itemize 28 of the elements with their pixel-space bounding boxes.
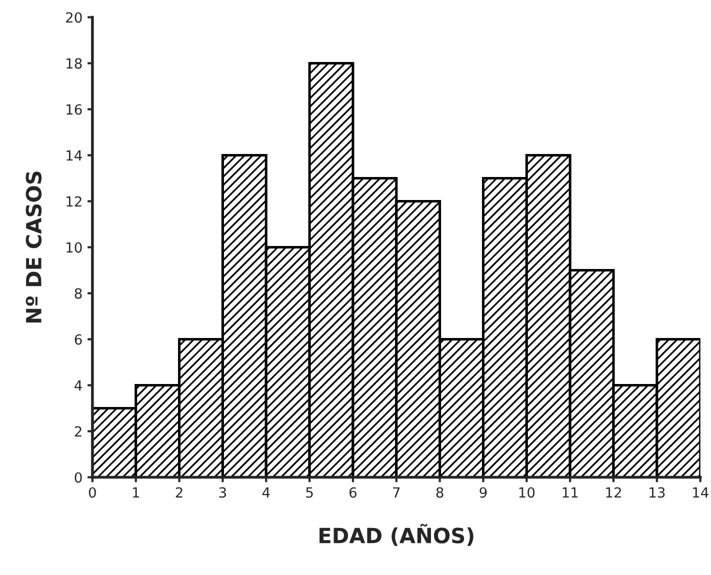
y-axis-title: Nº DE CASOS [26,172,42,323]
x-tick-label: 3 [219,487,226,498]
x-tick-label: 4 [262,487,270,498]
x-tick-label: 9 [480,487,487,498]
x-tick-label: 2 [176,487,182,498]
x-tick-label: 7 [393,487,400,498]
y-tick-label: 0 [74,472,82,483]
y-tick-label: 14 [66,150,82,161]
x-tick-label: 14 [693,487,708,498]
x-tick-label: 11 [562,487,578,498]
y-tick-label: 18 [66,58,82,69]
y-tick-label: 2 [74,426,82,437]
x-tick-label: 5 [306,487,313,498]
y-tick-label: 6 [74,334,82,345]
x-axis-title: EDAD (AÑOS) [320,524,474,546]
x-tick-label: 12 [606,487,621,498]
x-tick-label: 13 [650,487,665,498]
y-tick-label: 10 [66,242,82,253]
x-tick-label: 10 [519,487,535,498]
y-tick-label: 12 [66,196,82,207]
x-tick-label: 0 [88,487,96,498]
x-tick-label: 8 [436,487,444,498]
x-tick-label: 1 [132,487,139,498]
y-tick-label: 4 [74,380,82,391]
y-tick-label: 8 [74,288,82,299]
x-tick-label: 6 [350,487,357,498]
y-tick-label: 20 [66,12,82,23]
y-tick-label: 16 [66,104,82,115]
